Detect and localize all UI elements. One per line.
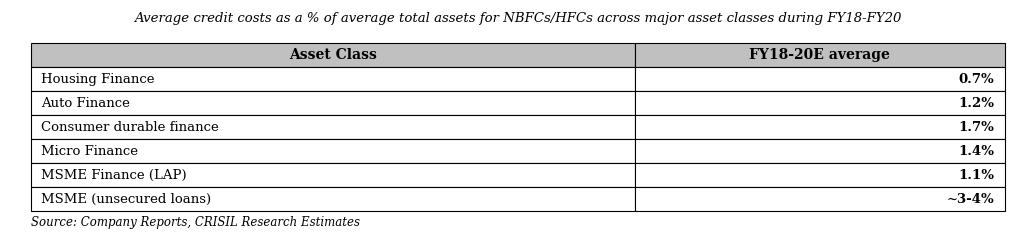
Text: FY18-20E average: FY18-20E average [749,48,890,62]
Bar [31,91,635,115]
Bar [635,187,1005,211]
Text: 1.4%: 1.4% [958,145,995,158]
Text: MSME (unsecured loans): MSME (unsecured loans) [41,193,211,206]
Text: Asset Class: Asset Class [289,48,377,62]
Bar [635,163,1005,187]
Text: Micro Finance: Micro Finance [41,145,139,158]
Bar [635,115,1005,139]
Text: 1.2%: 1.2% [958,97,995,110]
Text: MSME Finance (LAP): MSME Finance (LAP) [41,169,188,182]
Bar [635,43,1005,67]
Bar [635,139,1005,163]
Text: ~3-4%: ~3-4% [947,193,995,206]
Bar [635,67,1005,91]
Text: Source: Company Reports, CRISIL Research Estimates: Source: Company Reports, CRISIL Research… [31,216,361,229]
Text: Average credit costs as a % of average total assets for NBFCs/HFCs across major : Average credit costs as a % of average t… [135,12,901,25]
Bar [31,115,635,139]
Bar [31,67,635,91]
Text: Auto Finance: Auto Finance [41,97,131,110]
Text: Housing Finance: Housing Finance [41,73,155,86]
Text: Consumer durable finance: Consumer durable finance [41,121,220,134]
Bar [31,43,635,67]
Bar [635,91,1005,115]
Bar [31,163,635,187]
Bar [31,187,635,211]
Text: 1.1%: 1.1% [958,169,995,182]
Bar [31,139,635,163]
Text: 0.7%: 0.7% [958,73,995,86]
Text: 1.7%: 1.7% [958,121,995,134]
